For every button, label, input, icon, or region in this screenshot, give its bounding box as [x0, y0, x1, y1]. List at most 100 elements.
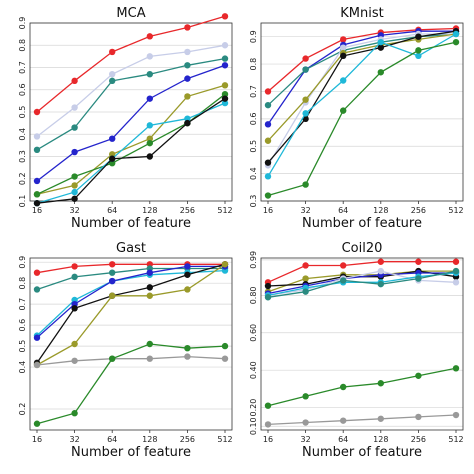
series-line-1: [36, 263, 225, 274]
data-point: [415, 413, 422, 421]
chart-title: Coil20: [342, 241, 383, 256]
data-point: [452, 279, 460, 286]
data-point: [184, 344, 191, 352]
series-line-4: [36, 265, 225, 339]
chart-title: Gast: [116, 241, 146, 256]
data-point: [221, 355, 229, 362]
data-point: [109, 48, 116, 56]
x-tick-label: 128: [373, 435, 388, 444]
data-point: [221, 261, 229, 268]
data-point: [71, 124, 78, 131]
series-line-7: [36, 102, 226, 204]
data-point: [452, 30, 460, 38]
data-point: [221, 62, 229, 69]
series-line-8: [36, 343, 226, 425]
data-point: [71, 148, 78, 156]
x-tick-label: 256: [180, 206, 195, 215]
data-point: [184, 93, 191, 100]
data-point: [71, 104, 78, 111]
data-point: [146, 269, 153, 276]
data-point: [109, 77, 116, 85]
series-line-5: [36, 263, 226, 364]
y-tick-label: 0.7: [249, 85, 258, 98]
y-tick-label: 0.99: [249, 251, 258, 269]
data-point: [33, 286, 41, 293]
data-point: [33, 420, 41, 427]
data-point: [146, 33, 153, 40]
data-point: [33, 361, 41, 369]
data-point: [377, 380, 384, 387]
data-point: [184, 24, 191, 31]
y-tick-label: 0.9: [18, 17, 27, 30]
x-tick-label: 128: [142, 435, 157, 444]
data-point: [184, 48, 191, 56]
data-point: [377, 258, 384, 265]
data-point: [33, 200, 41, 207]
data-point: [264, 88, 272, 95]
data-point: [109, 155, 116, 162]
data-point: [221, 82, 229, 89]
data-point: [146, 292, 153, 299]
series-line-4: [267, 272, 456, 295]
x-tick-label: 32: [70, 206, 80, 215]
x-tick-label: 64: [338, 435, 348, 444]
y-tick-label: 0.9: [18, 256, 27, 269]
series-line-8: [36, 98, 226, 204]
data-point: [340, 417, 347, 424]
series-line-1: [267, 27, 457, 92]
data-point: [377, 280, 384, 288]
data-point: [302, 393, 309, 400]
x-tick-label: 16: [32, 206, 42, 215]
data-point: [146, 340, 153, 348]
data-point: [71, 263, 78, 270]
data-point: [302, 110, 309, 117]
x-tick-label: 128: [142, 206, 157, 215]
x-tick-label: 128: [373, 206, 388, 215]
data-point: [377, 267, 384, 275]
data-point: [71, 273, 78, 281]
y-tick-label: 0.6: [18, 83, 27, 96]
series-line-2: [36, 267, 225, 291]
y-tick-label: 0.80: [249, 286, 258, 304]
series-line-2: [36, 44, 226, 138]
y-tick-label: 0.40: [249, 361, 258, 379]
x-tick-label: 512: [448, 206, 463, 215]
data-point: [71, 182, 78, 189]
data-point: [146, 95, 153, 102]
series-line-1: [36, 15, 226, 113]
y-tick-label: 0.3: [18, 150, 27, 163]
data-point: [415, 258, 422, 265]
x-tick-label: 64: [107, 206, 117, 215]
data-point: [302, 262, 309, 269]
data-point: [302, 181, 309, 188]
x-tick-label: 256: [180, 435, 195, 444]
series-line-6: [36, 93, 226, 195]
y-tick-label: 0.8: [18, 277, 27, 290]
data-point: [264, 192, 272, 199]
data-point: [221, 13, 229, 20]
data-point: [264, 101, 272, 109]
x-axis-label: Number of feature: [302, 216, 422, 231]
y-tick-label: 0.7: [18, 298, 27, 311]
y-tick-label: 0.8: [249, 58, 258, 71]
data-point: [302, 66, 309, 73]
data-point: [452, 38, 460, 46]
x-tick-label: 512: [217, 435, 232, 444]
data-point: [221, 99, 229, 107]
data-point: [146, 284, 153, 291]
data-point: [415, 52, 422, 60]
y-tick-label: 0.9: [249, 30, 258, 43]
series-line-3: [36, 269, 226, 337]
data-point: [184, 271, 191, 278]
data-point: [264, 159, 272, 166]
data-point: [340, 107, 347, 114]
data-point: [184, 75, 191, 82]
data-point: [415, 275, 422, 282]
data-point: [264, 282, 272, 290]
data-point: [340, 36, 347, 43]
series-line-9: [267, 414, 457, 426]
x-tick-label: 256: [411, 206, 426, 215]
data-point: [221, 55, 229, 62]
x-tick-label: 512: [448, 435, 463, 444]
data-point: [109, 277, 116, 285]
